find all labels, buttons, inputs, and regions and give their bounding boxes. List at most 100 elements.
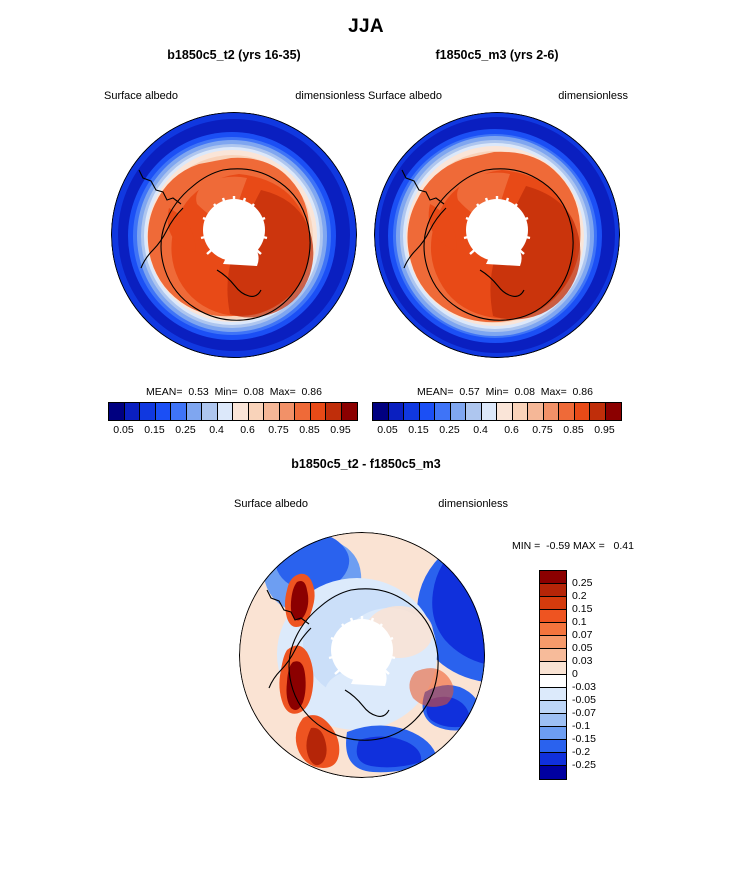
colorbar-segment: [155, 403, 171, 420]
colorbar-tick-label: 0.05: [377, 424, 398, 436]
colorbar-tick-label: -0.2: [572, 746, 591, 758]
colorbar-segment: [233, 403, 249, 420]
colorbar-tick-label: 0.15: [572, 603, 593, 615]
stats-left: MEAN= 0.53 Min= 0.08 Max= 0.86: [146, 386, 322, 398]
colorbar-tick-label: 0.25: [572, 577, 593, 589]
colorbar-segment: [540, 636, 566, 649]
colorbar-segment: [540, 597, 566, 610]
colorbar-segment: [574, 403, 590, 420]
colorbar-tick-label: -0.07: [572, 707, 596, 719]
colorbar-segment: [310, 403, 326, 420]
units-label-diff: dimensionless: [438, 498, 508, 510]
colorbar-tick-label: 0.2: [572, 590, 587, 602]
colorbar-segment: [109, 403, 125, 420]
colorbar-segment: [140, 403, 156, 420]
colorbar-segment: [540, 701, 566, 714]
panel-title-right: f1850c5_m3 (yrs 2-6): [435, 48, 559, 62]
colorbar-tick-label: -0.15: [572, 733, 596, 745]
colorbar-segment: [540, 688, 566, 701]
colorbar-segment: [373, 403, 389, 420]
colorbar-segment: [528, 403, 544, 420]
colorbar-segment: [540, 766, 566, 779]
colorbar-segment: [590, 403, 606, 420]
colorbar-left: [108, 402, 358, 421]
colorbar-segment: [124, 403, 140, 420]
colorbar-tick-label: -0.25: [572, 759, 596, 771]
colorbar-segment: [202, 403, 218, 420]
colorbar-segment: [540, 753, 566, 766]
map-globe-left: [111, 112, 357, 358]
colorbar-segment: [295, 403, 311, 420]
units-label-left: dimensionless: [295, 90, 365, 102]
colorbar-segment: [540, 675, 566, 688]
colorbar-tick-label: 0.75: [532, 424, 553, 436]
panel-title-left: b1850c5_t2 (yrs 16-35): [167, 48, 301, 62]
colorbar-tick-label: 0.05: [572, 642, 593, 654]
colorbar-segment: [540, 740, 566, 753]
figure-title: JJA: [348, 16, 384, 37]
colorbar-segment: [512, 403, 528, 420]
map-globe-right: [374, 112, 620, 358]
panel-title-diff: b1850c5_t2 - f1850c5_m3: [291, 457, 441, 471]
colorbar-tick-label: 0.4: [473, 424, 488, 436]
colorbar-tick-label: 0.4: [209, 424, 224, 436]
colorbar-tick-label: -0.03: [572, 681, 596, 693]
colorbar-tick-label: 0.25: [175, 424, 196, 436]
colorbar-tick-label: 0.07: [572, 629, 593, 641]
colorbar-diff-ticks: 0.25 0.2 0.15 0.1 0.07 0.05 0.03 0 -0.03 -0.05 -0.…: [572, 570, 632, 778]
stats-right: MEAN= 0.57 Min= 0.08 Max= 0.86: [417, 386, 593, 398]
colorbar-tick-label: 0.25: [439, 424, 460, 436]
colorbar-segment: [264, 403, 280, 420]
colorbar-segment: [540, 571, 566, 584]
colorbar-tick-label: 0.85: [563, 424, 584, 436]
colorbar-right: [372, 402, 622, 421]
colorbar-tick-label: 0.6: [504, 424, 519, 436]
colorbar-segment: [540, 649, 566, 662]
colorbar-segment: [326, 403, 342, 420]
units-label-right: dimensionless: [558, 90, 628, 102]
colorbar-segment: [466, 403, 482, 420]
colorbar-segment: [419, 403, 435, 420]
colorbar-segment: [248, 403, 264, 420]
variable-label-left: Surface albedo: [104, 90, 178, 102]
map-globe-diff: [239, 532, 485, 778]
colorbar-tick-label: 0.1: [572, 616, 587, 628]
colorbar-tick-label: 0.15: [144, 424, 165, 436]
colorbar-segment: [540, 584, 566, 597]
colorbar-segment: [605, 403, 621, 420]
colorbar-tick-label: 0.95: [330, 424, 351, 436]
colorbar-segment: [540, 727, 566, 740]
colorbar-tick-label: 0.15: [408, 424, 429, 436]
colorbar-segment: [217, 403, 233, 420]
colorbar-tick-label: 0.85: [299, 424, 320, 436]
colorbar-segment: [435, 403, 451, 420]
colorbar-segment: [497, 403, 513, 420]
colorbar-segment: [341, 403, 357, 420]
variable-label-diff: Surface albedo: [234, 498, 308, 510]
colorbar-segment: [279, 403, 295, 420]
colorbar-tick-label: -0.05: [572, 694, 596, 706]
colorbar-tick-label: 0.75: [268, 424, 289, 436]
colorbar-segment: [540, 662, 566, 675]
colorbar-segment: [559, 403, 575, 420]
colorbar-segment: [481, 403, 497, 420]
colorbar-segment: [540, 714, 566, 727]
colorbar-tick-label: 0.05: [113, 424, 134, 436]
colorbar-segment: [543, 403, 559, 420]
colorbar-tick-label: 0: [572, 668, 578, 680]
colorbar-tick-label: 0.03: [572, 655, 593, 667]
colorbar-segment: [171, 403, 187, 420]
colorbar-diff: [539, 570, 567, 780]
stats-diff: MIN = -0.59 MAX = 0.41: [512, 540, 634, 552]
colorbar-segment: [450, 403, 466, 420]
colorbar-segment: [404, 403, 420, 420]
colorbar-segment: [540, 610, 566, 623]
colorbar-segment: [186, 403, 202, 420]
colorbar-tick-label: 0.6: [240, 424, 255, 436]
colorbar-tick-label: -0.1: [572, 720, 591, 732]
colorbar-tick-label: 0.95: [594, 424, 615, 436]
colorbar-segment: [388, 403, 404, 420]
colorbar-segment: [540, 623, 566, 636]
variable-label-right: Surface albedo: [368, 90, 442, 102]
